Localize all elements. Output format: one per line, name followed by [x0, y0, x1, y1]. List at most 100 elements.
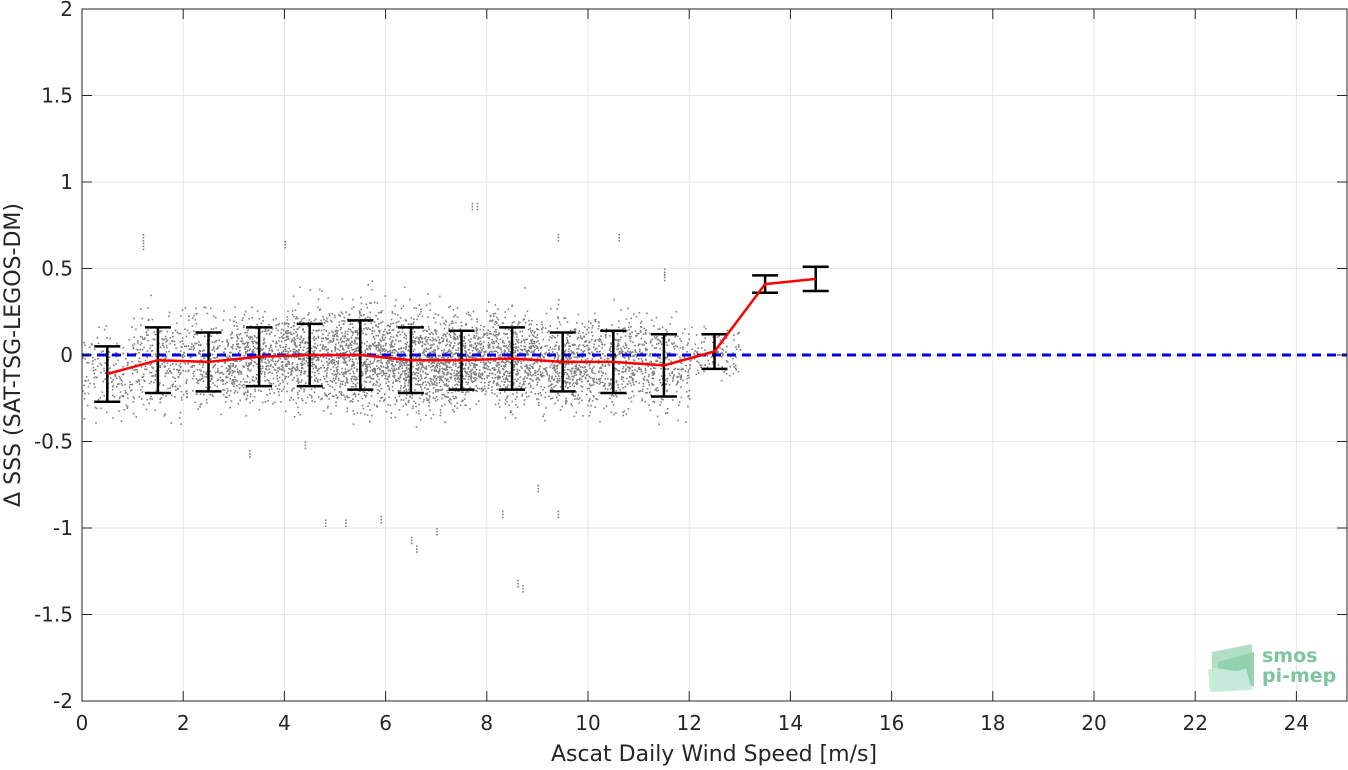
scatter-point	[372, 335, 375, 338]
scatter-point	[442, 334, 444, 337]
scatter-point	[103, 367, 105, 370]
scatter-point	[377, 348, 380, 350]
scatter-point	[605, 328, 608, 330]
scatter-point	[506, 371, 509, 373]
scatter-point	[233, 392, 236, 394]
scatter-point	[152, 367, 154, 369]
scatter-point	[629, 337, 631, 340]
scatter-point	[364, 323, 367, 326]
scatter-point	[103, 370, 105, 372]
scatter-point	[334, 364, 336, 366]
scatter-point	[196, 368, 199, 371]
scatter-point	[506, 378, 508, 380]
scatter-point	[440, 356, 443, 359]
scatter-point	[476, 389, 478, 392]
scatter-point	[278, 323, 281, 325]
scatter-point	[499, 372, 501, 374]
scatter-point	[229, 367, 232, 370]
scatter-point	[344, 370, 346, 373]
scatter-point	[279, 382, 281, 385]
scatter-point	[454, 358, 457, 360]
scatter-point	[412, 365, 414, 368]
scatter-point	[620, 309, 622, 311]
scatter-point	[178, 364, 180, 367]
scatter-point	[257, 347, 259, 349]
scatter-point	[310, 388, 313, 391]
scatter-point	[328, 313, 331, 315]
scatter-point	[585, 340, 588, 342]
scatter-point	[622, 371, 625, 373]
scatter-point	[478, 351, 481, 354]
scatter-point	[429, 344, 432, 346]
scatter-point	[303, 358, 306, 360]
scatter-point	[448, 333, 451, 336]
scatter-point	[369, 376, 371, 378]
scatter-point	[270, 383, 272, 385]
scatter-point	[348, 356, 350, 358]
scatter-point	[467, 311, 470, 314]
scatter-point	[491, 389, 493, 391]
scatter-point	[415, 426, 418, 428]
scatter-point	[565, 382, 567, 385]
scatter-point	[265, 368, 267, 370]
scatter-point	[347, 330, 349, 333]
scatter-point	[516, 340, 519, 343]
scatter-point	[237, 370, 239, 373]
scatter-point	[607, 363, 610, 366]
scatter-point	[323, 318, 325, 321]
scatter-point	[304, 341, 307, 343]
scatter-point	[569, 345, 571, 348]
scatter-point	[293, 324, 295, 327]
scatter-point	[349, 358, 352, 360]
scatter-point	[475, 374, 477, 376]
scatter-point	[572, 376, 575, 378]
scatter-point	[491, 386, 493, 388]
scatter-point	[430, 380, 432, 383]
scatter-point	[430, 331, 433, 334]
scatter-point	[609, 335, 611, 337]
scatter-point	[293, 328, 295, 331]
scatter-point	[487, 347, 490, 349]
scatter-point	[311, 359, 313, 361]
scatter-point	[193, 330, 195, 332]
scatter-point	[167, 372, 170, 374]
scatter-point	[221, 372, 223, 374]
scatter-point	[223, 310, 225, 312]
scatter-point	[578, 379, 581, 381]
scatter-point	[487, 381, 490, 384]
scatter-point	[366, 328, 369, 331]
scatter-point	[299, 413, 301, 416]
scatter-point	[468, 375, 471, 377]
scatter-point	[265, 333, 268, 335]
scatter-point	[146, 334, 148, 336]
scatter-point	[311, 363, 314, 365]
scatter-point	[656, 387, 659, 389]
scatter-point	[255, 376, 257, 379]
scatter-point	[111, 388, 114, 391]
scatter-point	[613, 395, 615, 398]
scatter-point	[124, 389, 127, 392]
scatter-point	[558, 348, 560, 351]
scatter-point	[420, 363, 423, 366]
scatter-point	[450, 352, 452, 355]
scatter-point	[372, 344, 375, 346]
scatter-point	[420, 357, 422, 360]
scatter-point	[144, 359, 147, 362]
scatter-point	[294, 351, 297, 353]
scatter-point	[497, 402, 500, 405]
scatter-point	[230, 337, 232, 340]
scatter-point	[185, 381, 187, 383]
scatter-point	[376, 375, 379, 378]
scatter-point	[187, 319, 190, 321]
scatter-point	[413, 318, 415, 321]
scatter-point	[395, 354, 398, 356]
scatter-point	[341, 345, 343, 347]
scatter-point	[363, 363, 365, 365]
scatter-point	[255, 341, 257, 343]
scatter-point	[515, 373, 517, 375]
scatter-point	[570, 357, 572, 359]
scatter-point	[267, 400, 269, 402]
scatter-point	[567, 334, 569, 336]
scatter-point	[232, 379, 234, 381]
scatter-point	[579, 377, 581, 380]
